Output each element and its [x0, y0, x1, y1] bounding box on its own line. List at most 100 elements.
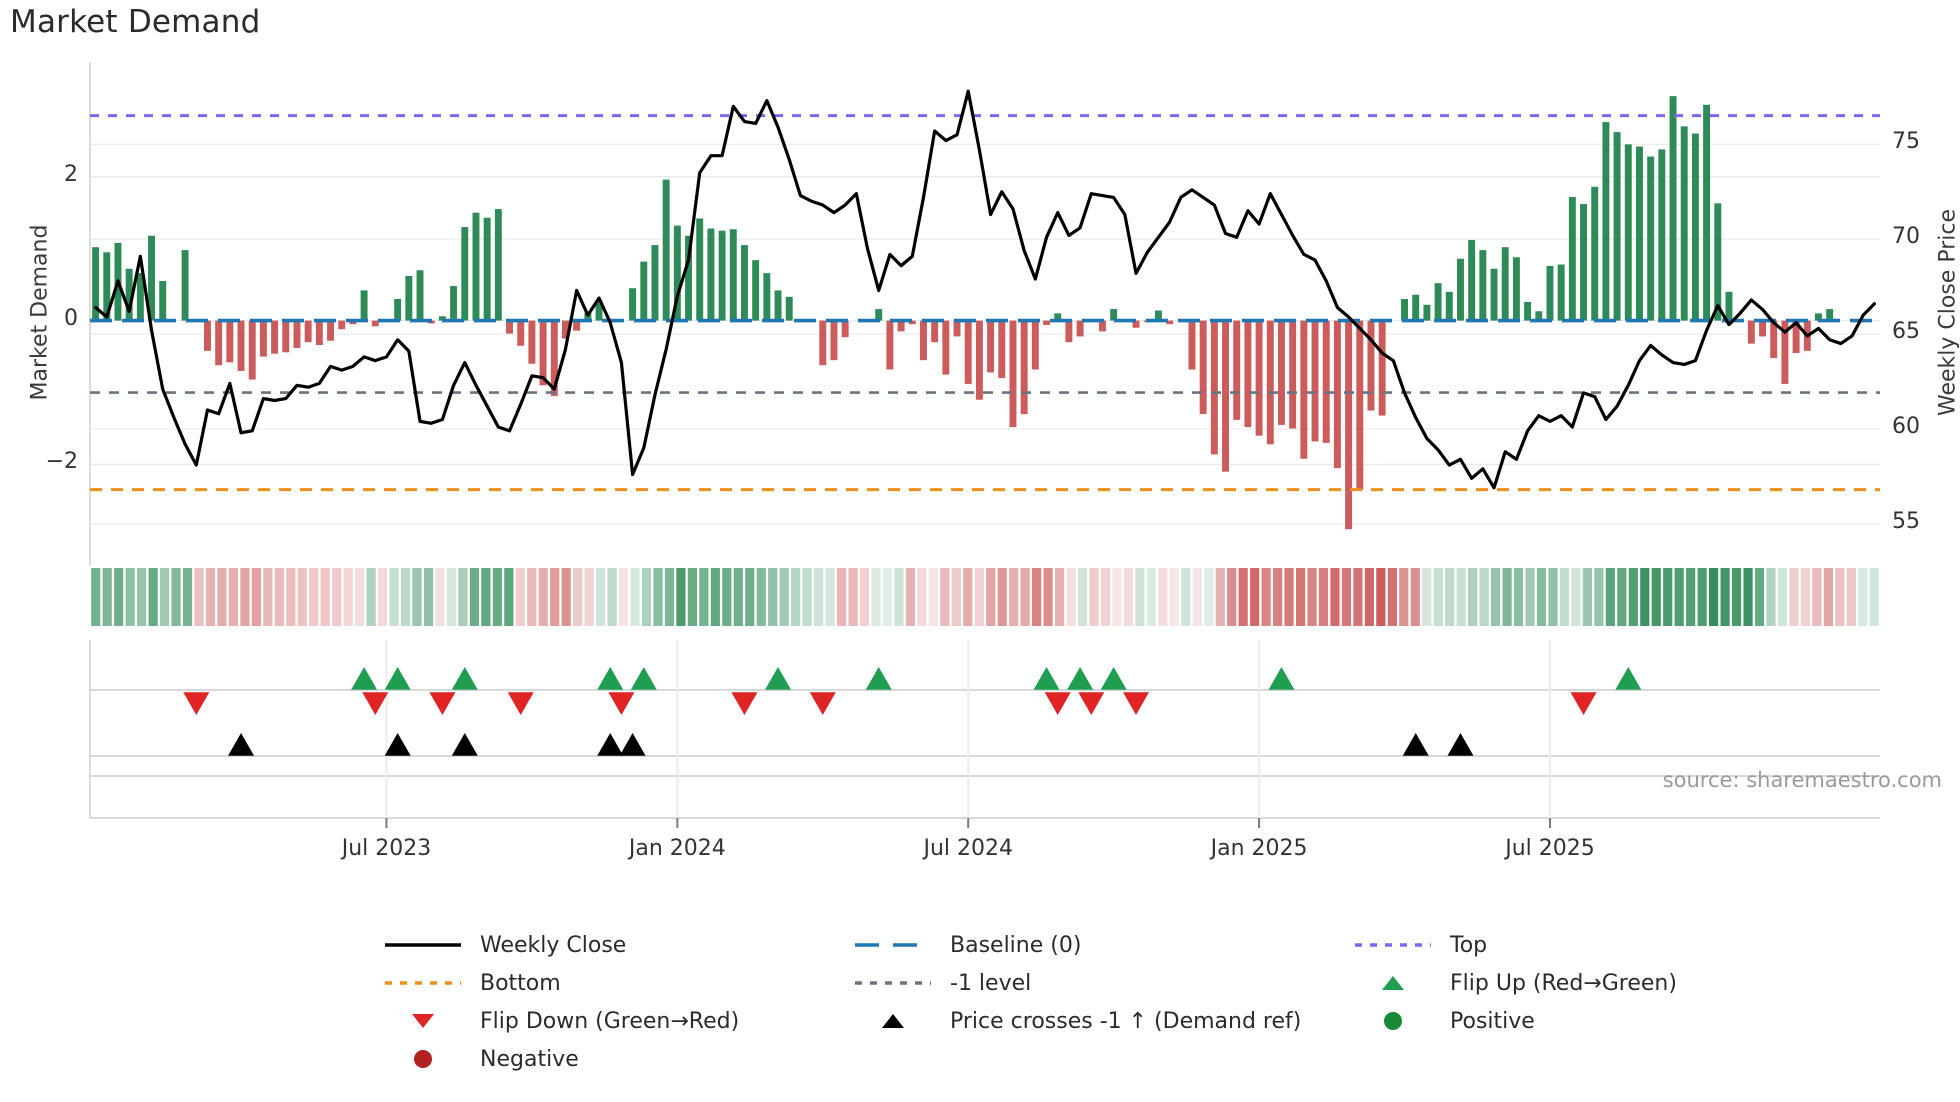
heatmap-cell [1697, 568, 1707, 626]
right-y-tick: 75 [1892, 129, 1920, 155]
heatmap-cell [1410, 568, 1420, 626]
demand-bar-positive [1680, 126, 1688, 321]
heatmap-cell [664, 568, 675, 626]
demand-bar-negative [539, 320, 547, 386]
demand-bar-positive [136, 273, 144, 321]
demand-bar-negative [886, 320, 894, 370]
legend-glyph [1350, 971, 1436, 995]
heatmap-cell [1238, 568, 1248, 626]
demand-bar-positive [1154, 310, 1162, 321]
legend-item[interactable]: Positive [1350, 1008, 1700, 1034]
demand-bar-positive [1703, 104, 1711, 321]
demand-bar-positive [1647, 156, 1655, 321]
heatmap-cell [366, 568, 376, 626]
demand-bar-negative [550, 320, 558, 397]
heatmap-cell [274, 568, 284, 626]
footer-rules-pane [89, 640, 1880, 828]
heatmap-cell [596, 568, 606, 626]
legend-triangle-down-icon [412, 1014, 434, 1028]
demand-bar-positive [1423, 304, 1431, 321]
heatmap-cell [814, 568, 824, 626]
heatmap-cell [182, 568, 193, 626]
demand-bar-positive [360, 290, 368, 321]
flip-down-marker [429, 692, 456, 715]
demand-bar-positive [718, 230, 726, 321]
heatmap-cell [137, 568, 147, 626]
heatmap-cell [1273, 568, 1283, 626]
heatmap-cell [458, 568, 468, 626]
demand-bar-negative [1210, 320, 1218, 455]
heatmap-cell [1617, 568, 1627, 626]
legend-item[interactable]: Bottom [380, 971, 850, 996]
heatmap-cell [1468, 568, 1478, 626]
legend-label: Negative [480, 1046, 579, 1072]
demand-bar-negative [1378, 320, 1386, 416]
legend-item[interactable]: Top [1350, 933, 1700, 958]
legend-label: -1 level [950, 970, 1032, 996]
legend-item[interactable]: Flip Up (Red→Green) [1350, 971, 1700, 996]
main-chart-svg [89, 62, 1880, 566]
heatmap-cell [1789, 568, 1799, 626]
flip-down-marker [1570, 692, 1597, 715]
legend-glyph [1350, 1008, 1436, 1034]
heatmap-cell [320, 568, 330, 626]
legend-item[interactable]: -1 level [850, 971, 1350, 996]
legend-item[interactable]: Negative [380, 1046, 850, 1072]
legend-label: Top [1450, 932, 1488, 958]
heatmap-cell [492, 568, 502, 626]
heatmap-cell [825, 568, 835, 626]
legend-glyph [850, 974, 936, 992]
price-cross-marker [228, 733, 255, 756]
heatmap-cell [1341, 568, 1352, 626]
price-cross-marker [384, 733, 411, 756]
heatmap-cell [1146, 568, 1156, 626]
heatmap-cell [905, 568, 916, 626]
demand-bar-positive [181, 250, 189, 321]
heatmap-cell [618, 568, 629, 626]
demand-bar-negative [819, 320, 827, 366]
legend-item[interactable]: Weekly Close [380, 933, 850, 958]
heatmap-cell [986, 568, 996, 626]
demand-bar-negative [1188, 320, 1196, 370]
heatmap-cell [1858, 568, 1868, 626]
heatmap-cell [1123, 568, 1134, 626]
heatmap-cell [1513, 568, 1524, 626]
heatmap-cell [1227, 568, 1237, 626]
legend-triangle-up-icon [1382, 976, 1404, 990]
demand-bar-negative [528, 320, 536, 364]
heatmap-cell [515, 568, 525, 626]
demand-bar-negative [1300, 320, 1308, 459]
heatmap-cell [159, 568, 170, 626]
demand-bar-positive [741, 245, 748, 321]
demand-bar-negative [1345, 320, 1353, 530]
heatmap-cell [1318, 568, 1329, 626]
legend-item[interactable]: Price crosses -1 ↑ (Demand ref) [850, 1009, 1350, 1034]
footer-svg [89, 640, 1880, 828]
demand-bar-negative [1031, 320, 1039, 370]
legend-circle-icon [1384, 1012, 1402, 1030]
flip-down-marker [183, 692, 210, 715]
heatmap-cell [1169, 568, 1179, 626]
demand-bar-negative [204, 320, 211, 351]
legend-label: Flip Down (Green→Red) [480, 1008, 740, 1034]
heatmap-svg [91, 568, 1879, 626]
demand-bar-negative [517, 320, 525, 346]
demand-bar-positive [875, 309, 883, 321]
demand-bar-positive [483, 217, 491, 321]
heatmap-cell [400, 568, 411, 626]
demand-bar-positive [416, 270, 424, 321]
right-y-tick: 55 [1892, 508, 1920, 534]
legend-item[interactable]: Baseline (0) [850, 933, 1350, 958]
flip-up-marker [597, 667, 624, 690]
weekly-close-line [93, 89, 1877, 490]
demand-bar-negative [1132, 320, 1140, 328]
demand-bar-negative [931, 320, 939, 343]
heatmap-cell [1089, 568, 1099, 626]
demand-bar-negative [1781, 320, 1789, 384]
flip-up-marker [1615, 667, 1642, 690]
heatmap-cell [699, 568, 709, 626]
legend-item[interactable]: Flip Down (Green→Red) [380, 1009, 850, 1034]
demand-bar-positive [1512, 257, 1520, 321]
demand-bar-positive [640, 261, 648, 321]
heatmap-cell [882, 568, 893, 626]
